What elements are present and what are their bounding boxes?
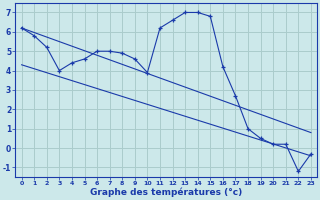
X-axis label: Graphe des températures (°c): Graphe des températures (°c) bbox=[90, 188, 242, 197]
